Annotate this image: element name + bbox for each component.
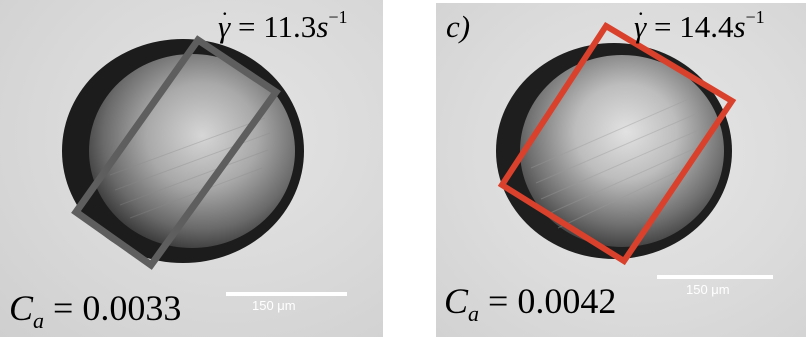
droplet-image-left — [62, 35, 304, 270]
flow-streaks — [109, 117, 271, 219]
scale-bar-right — [657, 275, 773, 279]
scale-bar-text-left: 150 μm — [252, 298, 296, 313]
scale-bar-text-right: 150 μm — [686, 282, 730, 297]
orientation-box-right — [497, 21, 737, 266]
gamma-dot-symbol: γ · — [218, 1, 231, 44]
droplet-body — [89, 54, 295, 248]
micrograph-panel-right: c) γ · = 14.4s−1 Ca = 0.0042 150 μm — [436, 3, 806, 337]
scale-bar-left — [226, 292, 347, 296]
micrograph-panel-left: γ · = 11.3s−1 Ca = 0.0033 150 μm — [0, 0, 383, 337]
droplet-image-right — [496, 21, 737, 266]
flow-streaks — [530, 97, 702, 229]
shear-rate-label-left: γ · = 11.3s−1 — [218, 1, 348, 44]
panel-tag-c: c) — [446, 9, 471, 44]
gamma-dot-symbol: γ · — [634, 3, 647, 44]
capillary-number-value: 0.0033 — [82, 288, 182, 328]
shear-rate-label-right: γ · = 14.4s−1 — [634, 3, 765, 44]
orientation-box-left — [71, 35, 281, 270]
capillary-number-label-right: Ca = 0.0042 — [444, 281, 617, 326]
shear-rate-value: 11.3 — [263, 9, 317, 44]
capillary-number-label-left: Ca = 0.0033 — [9, 288, 182, 333]
droplet-body — [520, 55, 724, 247]
shear-rate-value: 14.4 — [679, 9, 734, 44]
capillary-number-value: 0.0042 — [517, 281, 617, 321]
